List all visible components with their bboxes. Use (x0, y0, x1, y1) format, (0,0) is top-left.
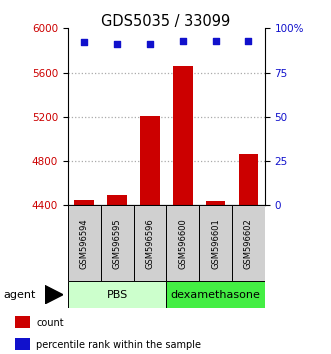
Point (147, 41, 153, 47)
Bar (173, 66, 193, 354)
Bar (133, 205, 166, 281)
Text: GSM596596: GSM596596 (145, 218, 155, 269)
Bar (68, 205, 101, 281)
Bar (15, 338, 30, 350)
Text: agent: agent (3, 290, 36, 300)
Text: count: count (36, 318, 64, 328)
Point (115, 41, 120, 47)
Text: PBS: PBS (107, 290, 128, 300)
Text: GSM596595: GSM596595 (113, 218, 121, 269)
Bar (107, 195, 127, 354)
Bar (68, 281, 166, 308)
Text: percentile rank within the sample: percentile rank within the sample (36, 340, 201, 350)
Bar (101, 205, 133, 281)
Point (82, 40, 87, 45)
Text: GSM596602: GSM596602 (244, 218, 253, 269)
Polygon shape (45, 285, 63, 304)
Text: GSM596594: GSM596594 (80, 218, 89, 269)
Text: GDS5035 / 33099: GDS5035 / 33099 (101, 14, 230, 29)
Bar (15, 316, 30, 328)
Bar (206, 201, 225, 354)
Point (180, 38, 185, 44)
Bar (166, 281, 265, 308)
Point (213, 38, 218, 44)
Point (246, 38, 251, 44)
Bar (140, 116, 160, 354)
Text: dexamethasone: dexamethasone (170, 290, 260, 300)
Bar (232, 205, 265, 281)
Bar (199, 205, 232, 281)
Text: GSM596601: GSM596601 (211, 218, 220, 269)
Text: GSM596600: GSM596600 (178, 218, 187, 269)
Bar (239, 154, 258, 354)
Bar (74, 200, 94, 354)
Bar (166, 205, 199, 281)
